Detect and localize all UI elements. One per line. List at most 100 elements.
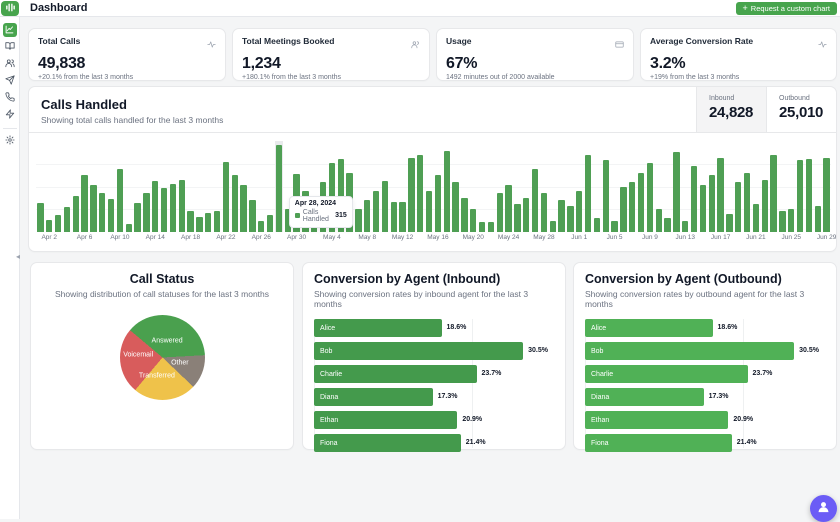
calls-bar[interactable] xyxy=(231,175,238,232)
calls-bar[interactable] xyxy=(743,172,751,232)
calls-bar[interactable] xyxy=(408,157,415,232)
calls-bar[interactable] xyxy=(470,208,477,232)
sidebar-item-analytics[interactable] xyxy=(2,23,17,37)
calls-bar[interactable] xyxy=(514,204,521,232)
calls-bar[interactable] xyxy=(284,208,291,232)
calls-bar[interactable] xyxy=(205,212,212,232)
agent-bar[interactable]: Diana xyxy=(314,388,433,406)
calls-bar[interactable] xyxy=(523,197,530,232)
calls-bar[interactable] xyxy=(417,154,424,232)
calls-bar[interactable] xyxy=(72,196,79,232)
agent-bar[interactable]: Charlie xyxy=(585,365,748,383)
calls-bar[interactable] xyxy=(478,222,486,232)
calls-bar[interactable] xyxy=(602,160,609,232)
calls-bar[interactable] xyxy=(823,157,830,232)
calls-bar[interactable] xyxy=(81,175,88,232)
agent-bar[interactable]: Fiona xyxy=(314,434,461,452)
calls-bar[interactable] xyxy=(364,200,371,232)
calls-bar[interactable] xyxy=(54,215,62,232)
calls-bar[interactable] xyxy=(673,152,680,232)
calls-bar[interactable] xyxy=(425,190,433,232)
calls-bar[interactable] xyxy=(611,220,618,232)
calls-bar[interactable] xyxy=(540,193,548,232)
agent-bar[interactable]: Diana xyxy=(585,388,704,406)
sidebar-collapse-handle[interactable]: ◂ xyxy=(16,252,21,261)
outbound-toggle[interactable]: Outbound 25,010 xyxy=(766,87,836,132)
calls-bar[interactable] xyxy=(796,160,804,232)
calls-bar[interactable] xyxy=(187,211,194,232)
calls-bar[interactable] xyxy=(629,182,636,232)
calls-bar[interactable] xyxy=(134,203,141,232)
calls-bar[interactable] xyxy=(355,208,362,232)
calls-bar[interactable] xyxy=(690,165,698,232)
calls-bar[interactable] xyxy=(620,186,627,232)
calls-bar[interactable] xyxy=(63,207,71,232)
calls-bar[interactable] xyxy=(196,216,203,232)
calls-bar[interactable] xyxy=(107,198,115,232)
calls-bar[interactable] xyxy=(549,220,556,232)
calls-bar[interactable] xyxy=(169,183,177,232)
calls-bar[interactable] xyxy=(576,190,583,232)
calls-bar[interactable] xyxy=(143,193,150,232)
calls-bar[interactable] xyxy=(434,175,442,232)
calls-bar[interactable] xyxy=(116,168,124,232)
calls-bar-chart[interactable]: Apr 28, 2024 Calls Handled 315 xyxy=(36,141,831,232)
calls-bar[interactable] xyxy=(222,161,230,232)
calls-bar[interactable] xyxy=(399,201,406,232)
agent-bar[interactable]: Ethan xyxy=(585,411,729,429)
calls-bar[interactable] xyxy=(558,200,565,232)
sidebar-item-contacts[interactable] xyxy=(3,57,17,71)
calls-bar[interactable] xyxy=(505,185,512,232)
calls-bar[interactable] xyxy=(584,154,592,232)
calls-bar[interactable] xyxy=(46,219,53,232)
agent-bar[interactable]: Bob xyxy=(585,342,795,360)
inbound-toggle[interactable]: Inbound 24,828 xyxy=(696,87,766,132)
calls-bar[interactable] xyxy=(726,214,733,232)
calls-bar[interactable] xyxy=(779,211,786,232)
calls-bar[interactable] xyxy=(567,205,574,232)
calls-bar[interactable] xyxy=(390,201,397,232)
agent-bar[interactable]: Ethan xyxy=(314,411,458,429)
calls-bar[interactable] xyxy=(452,182,459,232)
calls-bar[interactable] xyxy=(752,204,760,232)
sidebar-item-library[interactable] xyxy=(3,40,17,54)
calls-bar[interactable] xyxy=(717,157,724,232)
calls-bar[interactable] xyxy=(213,211,221,232)
calls-bar[interactable] xyxy=(37,203,44,232)
app-logo[interactable] xyxy=(1,1,19,16)
sidebar-item-settings[interactable] xyxy=(3,134,17,148)
calls-bar[interactable] xyxy=(814,205,821,232)
calls-bar[interactable] xyxy=(275,145,283,232)
calls-bar[interactable] xyxy=(761,179,768,232)
agent-bar[interactable]: Alice xyxy=(585,319,713,337)
calls-bar[interactable] xyxy=(258,220,265,232)
calls-bar[interactable] xyxy=(178,179,185,232)
calls-bar[interactable] xyxy=(487,222,495,232)
calls-bar[interactable] xyxy=(496,193,503,232)
calls-bar[interactable] xyxy=(90,185,97,232)
calls-bar[interactable] xyxy=(461,197,468,232)
calls-bar[interactable] xyxy=(770,154,777,232)
request-custom-chart-button[interactable]: + Request a custom chart xyxy=(735,2,837,15)
calls-bar[interactable] xyxy=(249,200,256,232)
conversion-outbound-bar-chart[interactable]: Alice 18.6% Bob 30.5% Charlie 23.7% Diana 17.3%… xyxy=(585,319,825,452)
calls-bar[interactable] xyxy=(443,150,450,232)
calls-bar[interactable] xyxy=(266,215,274,232)
calls-bar[interactable] xyxy=(381,181,389,232)
calls-bar[interactable] xyxy=(125,223,132,232)
calls-bar[interactable] xyxy=(372,190,380,232)
calls-bar[interactable] xyxy=(805,158,813,232)
call-status-pie-chart[interactable]: Answered Other Transferred Voicemail xyxy=(119,315,205,400)
calls-bar[interactable] xyxy=(708,175,715,232)
sidebar-item-calls[interactable] xyxy=(3,91,17,105)
calls-bar[interactable] xyxy=(682,220,689,232)
calls-bar[interactable] xyxy=(160,187,168,232)
calls-bar[interactable] xyxy=(593,218,601,232)
agent-bar[interactable]: Alice xyxy=(314,319,442,337)
agent-bar[interactable]: Charlie xyxy=(314,365,477,383)
calls-bar[interactable] xyxy=(735,182,742,232)
calls-bar[interactable] xyxy=(664,218,671,232)
calls-bar[interactable] xyxy=(99,193,106,232)
sidebar-item-automations[interactable] xyxy=(3,108,17,122)
calls-bar[interactable] xyxy=(531,168,539,232)
